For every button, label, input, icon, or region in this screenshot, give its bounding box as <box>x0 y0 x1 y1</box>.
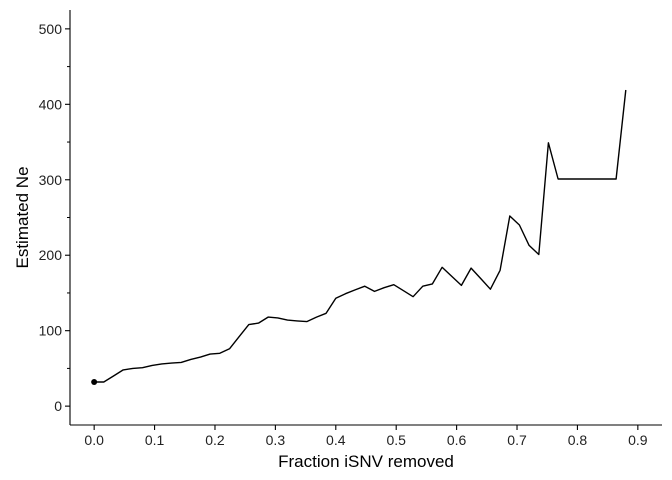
y-tick-label: 200 <box>39 247 63 263</box>
x-tick-label: 0.0 <box>84 432 104 448</box>
x-axis-ticks: 0.0 0.1 0.2 0.3 0.4 0.5 0.6 0.7 0.8 0.9 <box>84 425 648 448</box>
x-axis-title: Fraction iSNV removed <box>278 452 454 471</box>
y-tick-label: 0 <box>54 398 62 414</box>
x-tick-label: 0.3 <box>266 432 286 448</box>
x-tick-label: 0.8 <box>568 432 588 448</box>
y-tick-label: 100 <box>39 323 63 339</box>
x-tick-label: 0.6 <box>447 432 467 448</box>
y-axis-ticks: 0 100 200 300 400 500 <box>39 21 70 414</box>
y-axis-title: Estimated Ne <box>13 166 32 268</box>
y-tick-label: 300 <box>39 172 63 188</box>
x-tick-label: 0.5 <box>386 432 406 448</box>
y-tick-label: 400 <box>39 96 63 112</box>
x-tick-label: 0.2 <box>205 432 225 448</box>
series-line <box>94 89 627 383</box>
x-tick-label: 0.4 <box>326 432 346 448</box>
x-tick-label: 0.9 <box>628 432 648 448</box>
x-tick-label: 0.7 <box>507 432 527 448</box>
x-tick-label: 0.1 <box>145 432 165 448</box>
y-tick-label: 500 <box>39 21 63 37</box>
start-point <box>91 378 98 385</box>
series-layer <box>91 89 627 385</box>
